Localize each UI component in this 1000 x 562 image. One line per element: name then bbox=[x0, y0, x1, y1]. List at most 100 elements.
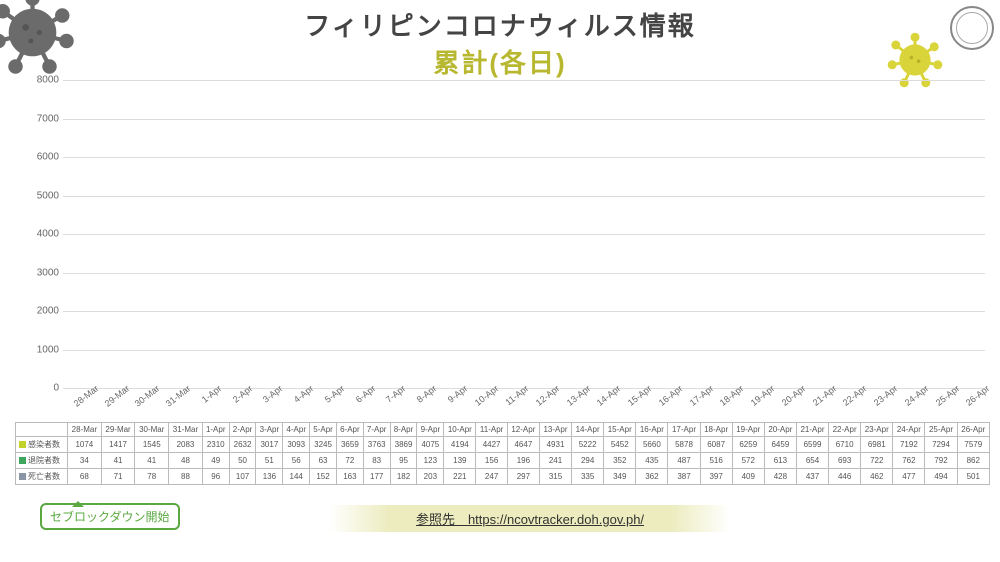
chart: 010002000300040005000600070008000 28-Mar… bbox=[25, 80, 985, 420]
table-cell: 95 bbox=[390, 453, 417, 469]
table-cell: 247 bbox=[476, 469, 507, 485]
table-row: 死亡者数687178889610713614415216317718220322… bbox=[16, 469, 990, 485]
table-cell: 50 bbox=[229, 453, 256, 469]
table-header-cell: 8-Apr bbox=[390, 423, 417, 437]
title-line1: フィリピンコロナウィルス情報 bbox=[0, 6, 1000, 43]
y-axis-label: 8000 bbox=[25, 75, 59, 86]
table-cell: 63 bbox=[310, 453, 337, 469]
table-header-cell: 6-Apr bbox=[336, 423, 363, 437]
table-cell: 5660 bbox=[636, 437, 668, 453]
data-table: 28-Mar29-Mar30-Mar31-Mar1-Apr2-Apr3-Apr4… bbox=[15, 422, 990, 485]
table-cell: 7192 bbox=[893, 437, 925, 453]
table-cell: 4427 bbox=[476, 437, 507, 453]
table-header-cell: 10-Apr bbox=[444, 423, 476, 437]
table-header-cell: 23-Apr bbox=[861, 423, 893, 437]
table-cell: 163 bbox=[336, 469, 363, 485]
table-cell: 487 bbox=[668, 453, 700, 469]
table-header-cell: 18-Apr bbox=[700, 423, 732, 437]
table-header-cell: 13-Apr bbox=[539, 423, 571, 437]
table-header-cell: 3-Apr bbox=[256, 423, 283, 437]
table-cell: 6459 bbox=[764, 437, 796, 453]
table-cell: 41 bbox=[101, 453, 135, 469]
y-axis-label: 5000 bbox=[25, 190, 59, 201]
table-cell: 4075 bbox=[417, 437, 444, 453]
table-cell: 6259 bbox=[732, 437, 764, 453]
table-cell: 177 bbox=[363, 469, 390, 485]
table-cell: 315 bbox=[539, 469, 571, 485]
title-block: フィリピンコロナウィルス情報 累計(各日) bbox=[0, 0, 1000, 80]
table-cell: 501 bbox=[957, 469, 989, 485]
table-cell: 3093 bbox=[283, 437, 310, 453]
table-row: 退院者数344141484950515663728395123139156196… bbox=[16, 453, 990, 469]
table-header-cell: 30-Mar bbox=[135, 423, 169, 437]
table-cell: 221 bbox=[444, 469, 476, 485]
table-header-cell: 17-Apr bbox=[668, 423, 700, 437]
table-cell: 494 bbox=[925, 469, 957, 485]
y-axis-label: 2000 bbox=[25, 306, 59, 317]
table-header-cell: 20-Apr bbox=[764, 423, 796, 437]
table-cell: 123 bbox=[417, 453, 444, 469]
table-cell: 446 bbox=[829, 469, 861, 485]
table-header-cell: 1-Apr bbox=[202, 423, 229, 437]
table-cell: 387 bbox=[668, 469, 700, 485]
virus-gray-icon bbox=[0, 0, 75, 75]
table-header-cell: 9-Apr bbox=[417, 423, 444, 437]
table-cell: 572 bbox=[732, 453, 764, 469]
title-line2: 累計(各日) bbox=[0, 43, 1000, 80]
table-cell: 409 bbox=[732, 469, 764, 485]
table-cell: 51 bbox=[256, 453, 283, 469]
y-axis-label: 7000 bbox=[25, 113, 59, 124]
table-cell: 397 bbox=[700, 469, 732, 485]
table-cell: 41 bbox=[135, 453, 169, 469]
table-cell: 1417 bbox=[101, 437, 135, 453]
table-cell: 136 bbox=[256, 469, 283, 485]
reference-link[interactable]: 参照先 https://ncovtracker.doh.gov.ph/ bbox=[330, 505, 730, 532]
table-cell: 762 bbox=[893, 453, 925, 469]
table-cell: 152 bbox=[310, 469, 337, 485]
table-cell: 862 bbox=[957, 453, 989, 469]
table-cell: 34 bbox=[68, 453, 102, 469]
table-cell: 297 bbox=[507, 469, 539, 485]
table-cell: 462 bbox=[861, 469, 893, 485]
table-cell: 5222 bbox=[572, 437, 604, 453]
table-header-cell: 11-Apr bbox=[476, 423, 507, 437]
table-cell: 2632 bbox=[229, 437, 256, 453]
table-cell: 3017 bbox=[256, 437, 283, 453]
table-cell: 1074 bbox=[68, 437, 102, 453]
table-cell: 4931 bbox=[539, 437, 571, 453]
table-cell: 294 bbox=[572, 453, 604, 469]
table-cell: 3245 bbox=[310, 437, 337, 453]
table-header-cell: 12-Apr bbox=[507, 423, 539, 437]
table-header-cell: 7-Apr bbox=[363, 423, 390, 437]
table-cell: 722 bbox=[861, 453, 893, 469]
table-cell: 241 bbox=[539, 453, 571, 469]
table-cell: 7294 bbox=[925, 437, 957, 453]
legend-swatch bbox=[19, 457, 26, 464]
table-cell: 2083 bbox=[169, 437, 203, 453]
table-cell: 6981 bbox=[861, 437, 893, 453]
table-header-cell: 24-Apr bbox=[893, 423, 925, 437]
table-cell: 4194 bbox=[444, 437, 476, 453]
table-cell: 5878 bbox=[668, 437, 700, 453]
y-axis-label: 1000 bbox=[25, 344, 59, 355]
table-cell: 139 bbox=[444, 453, 476, 469]
table-cell: 144 bbox=[283, 469, 310, 485]
table-cell: 48 bbox=[169, 453, 203, 469]
table-cell: 107 bbox=[229, 469, 256, 485]
table-cell: 437 bbox=[796, 469, 828, 485]
table-cell: 654 bbox=[796, 453, 828, 469]
table-cell: 792 bbox=[925, 453, 957, 469]
table-cell: 4647 bbox=[507, 437, 539, 453]
legend-swatch bbox=[19, 473, 26, 480]
table-header-cell: 19-Apr bbox=[732, 423, 764, 437]
table-header-cell: 14-Apr bbox=[572, 423, 604, 437]
table-cell: 2310 bbox=[202, 437, 229, 453]
table-cell: 6599 bbox=[796, 437, 828, 453]
table-header-cell: 4-Apr bbox=[283, 423, 310, 437]
table-cell: 1545 bbox=[135, 437, 169, 453]
table-cell: 477 bbox=[893, 469, 925, 485]
table-cell: 78 bbox=[135, 469, 169, 485]
y-axis-label: 3000 bbox=[25, 267, 59, 278]
table-header-cell: 28-Mar bbox=[68, 423, 102, 437]
table-cell: 6710 bbox=[829, 437, 861, 453]
